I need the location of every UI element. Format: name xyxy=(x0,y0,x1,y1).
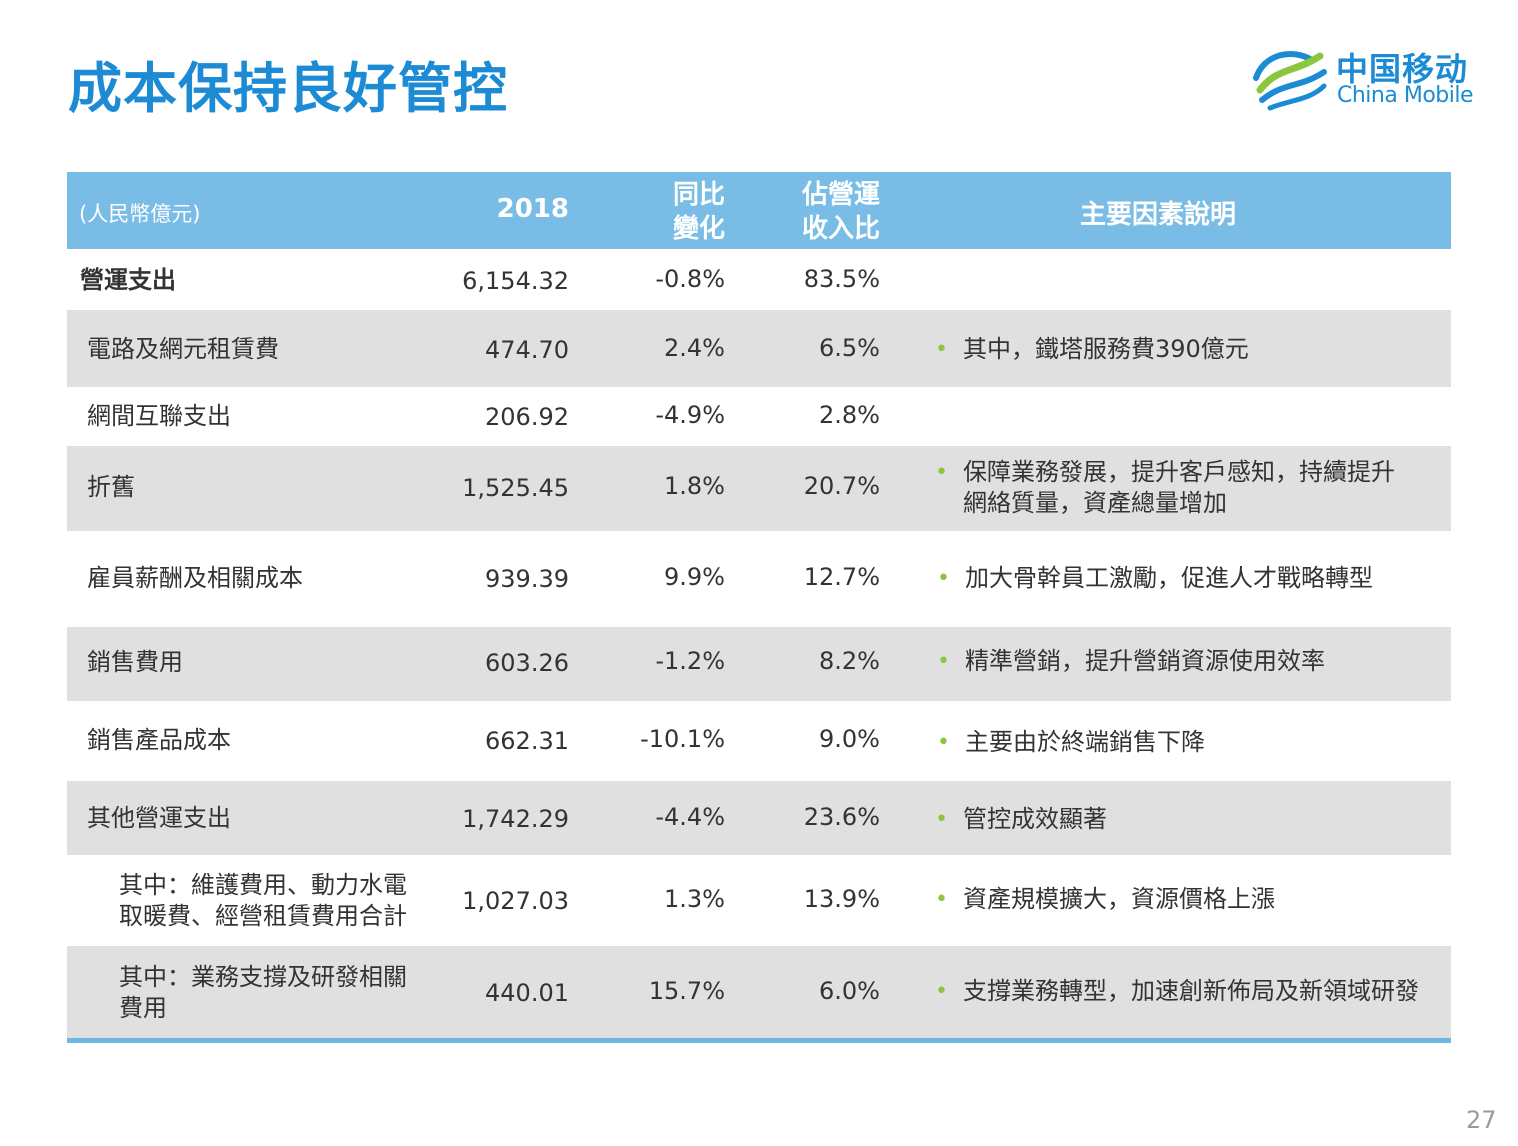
row-name: 其他營運支出 xyxy=(87,804,231,832)
row-value: 474.70 xyxy=(485,336,569,364)
row-value: 1,525.45 xyxy=(462,474,569,502)
row-yoy: 2.4% xyxy=(664,334,725,362)
logo-name-en: China Mobile xyxy=(1337,83,1474,108)
row-value: 440.01 xyxy=(485,979,569,1007)
description-text: 管控成效顯著 xyxy=(963,805,1107,833)
row-name: 雇員薪酬及相關成本 xyxy=(87,564,303,592)
description-text: 精準營銷，提升營銷資源使用效率 xyxy=(965,647,1325,675)
row-yoy: -10.1% xyxy=(640,725,725,753)
china-mobile-logo-icon xyxy=(1253,51,1327,111)
row-name: 電路及網元租賃費 xyxy=(87,335,279,363)
china-mobile-logo: 中国移动 China Mobile xyxy=(1250,42,1480,117)
description-text: 資產規模擴大，資源價格上漲 xyxy=(963,885,1275,913)
row-yoy: -0.8% xyxy=(655,265,725,293)
row-yoy: 1.8% xyxy=(664,472,725,500)
table-bottom-border xyxy=(67,1038,1451,1043)
row-pct: 13.9% xyxy=(803,885,880,913)
row-name: 銷售產品成本 xyxy=(87,726,231,754)
row-name-line1: 其中：業務支撐及研發相關 xyxy=(119,963,407,991)
header-yoy-line2: 變化 xyxy=(672,214,725,244)
bullet-icon: • xyxy=(935,979,948,1004)
description-text: 其中，鐵塔服務費390億元 xyxy=(963,335,1249,363)
row-name-line1: 其中：維護費用、動力水電 xyxy=(119,871,407,899)
row-pct: 6.0% xyxy=(819,977,880,1005)
row-value: 662.31 xyxy=(485,727,569,755)
bullet-icon: • xyxy=(937,730,950,755)
table-row: 網間互聯支出 206.92 -4.9% 2.8% xyxy=(67,387,1451,446)
header-revenue-pct: 佔營運 收入比 xyxy=(802,178,880,246)
header-pct-line2: 收入比 xyxy=(801,214,880,244)
row-yoy: -1.2% xyxy=(655,647,725,675)
row-pct: 23.6% xyxy=(803,803,880,831)
description-text: 保障業務發展，提升客戶感知，持續提升 xyxy=(963,458,1395,486)
description-text-line2: 網絡質量，資產總量增加 xyxy=(963,489,1227,517)
row-pct: 83.5% xyxy=(803,265,880,293)
table-row: 其中：業務支撐及研發相關 費用 440.01 15.7% 6.0% • 支撐業務… xyxy=(67,946,1451,1038)
table-row: 其他營運支出 1,742.29 -4.4% 23.6% • 管控成效顯著 xyxy=(67,781,1451,855)
row-value: 1,742.29 xyxy=(462,805,569,833)
row-value: 939.39 xyxy=(485,565,569,593)
description-text: 加大骨幹員工激勵，促進人才戰略轉型 xyxy=(965,564,1373,592)
row-pct: 6.5% xyxy=(819,334,880,362)
row-yoy: 1.3% xyxy=(664,885,725,913)
header-pct-line1: 佔營運 xyxy=(801,180,880,210)
row-name-line2: 取暖費、經營租賃費用合計 xyxy=(119,902,407,930)
table-row: 營運支出 6,154.32 -0.8% 83.5% xyxy=(67,249,1451,310)
row-pct: 9.0% xyxy=(819,725,880,753)
row-value: 603.26 xyxy=(485,649,569,677)
row-pct: 20.7% xyxy=(803,472,880,500)
cost-table: (人民幣億元) 2018 同比 變化 佔營運 收入比 主要因素說明 營運支出 6… xyxy=(67,172,1451,1043)
table-row: 雇員薪酬及相關成本 939.39 9.9% 12.7% • 加大骨幹員工激勵，促… xyxy=(67,531,1451,627)
row-name: 銷售費用 xyxy=(87,648,183,676)
table-header: (人民幣億元) 2018 同比 變化 佔營運 收入比 主要因素說明 xyxy=(67,172,1451,249)
row-name: 折舊 xyxy=(87,473,135,501)
row-name: 其中：業務支撐及研發相關 費用 xyxy=(119,962,407,1024)
row-pct: 12.7% xyxy=(803,563,880,591)
bullet-icon: • xyxy=(935,887,948,912)
description-text: 支撐業務轉型，加速創新佈局及新領域研發 xyxy=(963,977,1419,1005)
page-title: 成本保持良好管控 xyxy=(68,57,508,120)
unit-label: (人民幣億元) xyxy=(79,202,201,226)
table-row: 銷售產品成本 662.31 -10.1% 9.0% • 主要由於終端銷售下降 xyxy=(67,701,1451,781)
row-name: 營運支出 xyxy=(80,266,176,294)
row-yoy: -4.4% xyxy=(655,803,725,831)
row-value: 1,027.03 xyxy=(462,887,569,915)
row-name-line2: 費用 xyxy=(119,994,167,1022)
bullet-icon: • xyxy=(937,566,950,591)
header-yoy: 同比 變化 xyxy=(673,178,725,246)
table-row: 折舊 1,525.45 1.8% 20.7% • 保障業務發展，提升客戶感知，持… xyxy=(67,446,1451,531)
bullet-icon: • xyxy=(935,337,948,362)
header-yoy-line1: 同比 xyxy=(672,180,725,210)
row-yoy: 9.9% xyxy=(664,563,725,591)
table-row: 其中：維護費用、動力水電 取暖費、經營租賃費用合計 1,027.03 1.3% … xyxy=(67,855,1451,946)
row-yoy: -4.9% xyxy=(655,401,725,429)
header-description: 主要因素說明 xyxy=(1080,200,1237,230)
logo-name-cn: 中国移动 xyxy=(1336,50,1469,88)
bullet-icon: • xyxy=(935,807,948,832)
table-row: 電路及網元租賃費 474.70 2.4% 6.5% • 其中，鐵塔服務費390億… xyxy=(67,310,1451,387)
bullet-icon: • xyxy=(937,649,950,674)
header-year: 2018 xyxy=(496,194,569,224)
page-number: 27 xyxy=(1466,1106,1497,1134)
description-text: 主要由於終端銷售下降 xyxy=(965,728,1205,756)
row-pct: 2.8% xyxy=(819,401,880,429)
bullet-icon: • xyxy=(935,460,948,485)
row-yoy: 15.7% xyxy=(648,977,725,1005)
table-row: 銷售費用 603.26 -1.2% 8.2% • 精準營銷，提升營銷資源使用效率 xyxy=(67,627,1451,701)
row-name: 其中：維護費用、動力水電 取暖費、經營租賃費用合計 xyxy=(119,870,407,932)
row-value: 6,154.32 xyxy=(462,267,569,295)
row-pct: 8.2% xyxy=(819,647,880,675)
row-value: 206.92 xyxy=(485,403,569,431)
row-name: 網間互聯支出 xyxy=(87,402,231,430)
